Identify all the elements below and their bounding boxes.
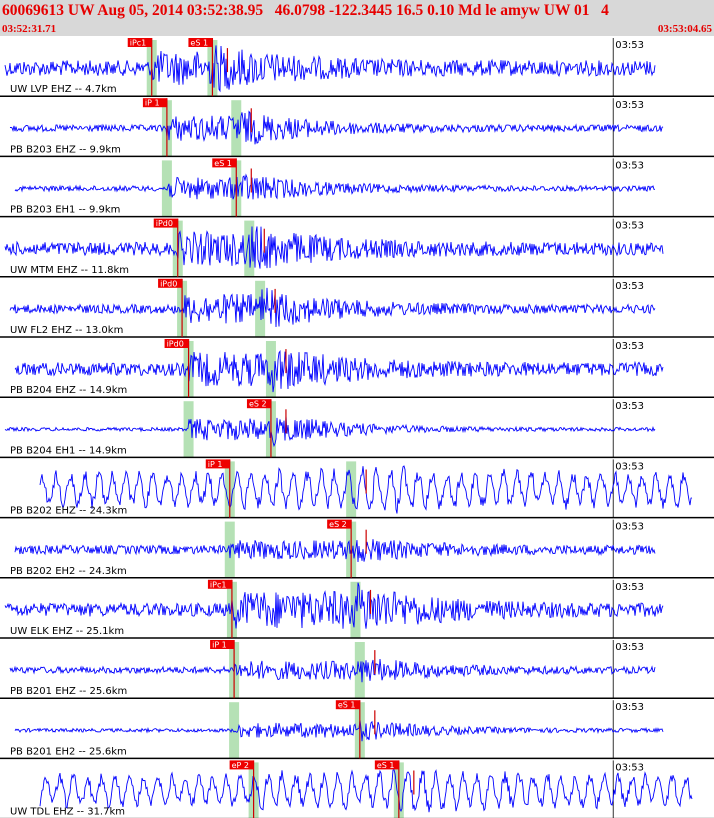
minute-tick-label: 03:53 — [615, 461, 644, 472]
s-pick-tag — [374, 760, 399, 770]
waveform-trace — [4, 582, 664, 629]
station-label: PB B201 EHZ -- 25.6km — [10, 686, 127, 697]
s-pick-tag — [327, 519, 352, 529]
s-pick-tag — [188, 38, 213, 47]
waveform-trace — [9, 658, 656, 683]
trace-row-5: 03:53 iPd0 PB B204 EHZ -- 14.9km — [0, 339, 714, 398]
minute-tick-label: 03:53 — [615, 522, 644, 533]
station-label: PB B203 EH1 -- 9.9km — [10, 205, 120, 216]
s-pick-tag — [335, 700, 360, 710]
station-label: UW LVP EHZ -- 4.7km — [10, 84, 117, 95]
minute-tick-label: 03:53 — [615, 40, 644, 51]
s-pick-label: eS 1 — [214, 159, 232, 168]
trace-row-1: 03:53 iP 1 PB B203 EHZ -- 9.9km — [0, 98, 714, 158]
minute-tick-label: 03:53 — [615, 702, 644, 713]
p-pick-label: iP 1 — [145, 99, 160, 108]
waveform-trace — [14, 720, 664, 742]
waveform-trace — [14, 173, 656, 200]
p-pick-tag — [164, 339, 189, 348]
p-arrival-band-2 — [161, 160, 172, 217]
station-label: UW TDL EHZ -- 31.7km — [10, 807, 125, 818]
p-pick-label: iPc1 — [210, 580, 227, 589]
minute-tick-label: 03:53 — [615, 582, 644, 593]
s-pick-label: eS 2 — [249, 400, 267, 409]
trace-row-0: 03:53 iPc1 eS 1 UW LVP EHZ -- 4.7km — [0, 38, 714, 97]
p-pick-label: eP 2 — [232, 761, 249, 770]
station-label: PB B203 EHZ -- 9.9km — [10, 144, 121, 155]
s-pick-label: eS 2 — [329, 520, 347, 529]
waveform-trace — [4, 415, 656, 448]
s-arrival-band-9 — [350, 581, 361, 638]
window-start-time: 03:52:31.71 — [2, 23, 57, 35]
minute-tick-label: 03:53 — [615, 281, 644, 292]
trace-row-11: 03:53 eS 1 PB B201 EH2 -- 25.6km — [0, 700, 714, 760]
station-label: PB B202 EHZ -- 24.3km — [10, 506, 127, 517]
minute-tick-label: 03:53 — [615, 642, 644, 653]
p-pick-label: iPd0 — [167, 340, 184, 349]
s-pick-label: eS 1 — [190, 39, 208, 48]
trace-row-12: 03:53 eP 2 eS 1 UW TDL EHZ -- 31.7km — [0, 760, 714, 818]
trace-row-9: 03:53 iPc1 UW ELK EHZ -- 25.1km — [0, 579, 714, 639]
waveform-trace — [14, 350, 664, 393]
trace-row-6: 03:53 eS 2 PB B204 EH1 -- 14.9km — [0, 399, 714, 459]
p-pick-tag — [205, 459, 230, 469]
trace-row-2: 03:53 eS 1 PB B203 EH1 -- 9.9km — [0, 158, 714, 218]
p-pick-tag — [229, 760, 254, 770]
p-pick-tag — [207, 579, 232, 589]
station-label: UW ELK EHZ -- 25.1km — [10, 626, 124, 637]
trace-row-7: 03:53 iP 1 PB B202 EHZ -- 24.3km — [0, 459, 714, 519]
s-arrival-band-5 — [265, 341, 276, 398]
p-pick-label: iP 1 — [208, 460, 223, 469]
p-arrival-band-6 — [183, 401, 194, 458]
trace-row-8: 03:53 eS 2 PB B202 EH2 -- 24.3km — [0, 519, 714, 579]
minute-tick-label: 03:53 — [615, 762, 644, 773]
station-label: UW MTM EHZ -- 11.8km — [10, 265, 129, 276]
trace-row-3: 03:53 iPd0 UW MTM EHZ -- 11.8km — [0, 218, 714, 278]
p-pick-tag — [210, 640, 235, 649]
waveform-trace — [39, 769, 693, 813]
station-label: PB B204 EH1 -- 14.9km — [10, 445, 127, 456]
event-header: 60069613 UW Aug 05, 2014 03:52:38.95 46.… — [0, 0, 714, 36]
waveform-trace — [4, 45, 656, 93]
s-pick-tag — [212, 158, 237, 168]
p-pick-tag — [142, 98, 167, 108]
p-pick-tag — [127, 38, 152, 47]
p-pick-label: iPd0 — [160, 279, 177, 288]
p-pick-label: iPd0 — [156, 219, 173, 228]
waveform-trace — [9, 110, 664, 145]
station-label: PB B204 EHZ -- 14.9km — [10, 385, 127, 396]
minute-tick-label: 03:53 — [615, 100, 644, 111]
s-pick-label: eS 1 — [377, 761, 395, 770]
trace-row-4: 03:53 iPd0 UW FL2 EHZ -- 13.0km — [0, 278, 714, 338]
p-pick-label: iPc1 — [130, 39, 147, 48]
station-label: PB B202 EH2 -- 24.3km — [10, 566, 127, 577]
minute-tick-label: 03:53 — [615, 221, 644, 232]
waveform-trace — [9, 287, 656, 328]
p-pick-tag — [153, 218, 178, 228]
station-label: PB B201 EH2 -- 25.6km — [10, 746, 127, 757]
station-label: UW FL2 EHZ -- 13.0km — [10, 325, 123, 336]
minute-tick-label: 03:53 — [615, 401, 644, 412]
minute-tick-label: 03:53 — [615, 341, 644, 352]
minute-tick-label: 03:53 — [615, 160, 644, 171]
trace-row-10: 03:53 iP 1 PB B201 EHZ -- 25.6km — [0, 640, 714, 699]
s-pick-tag — [246, 399, 271, 409]
waveform-trace — [4, 226, 664, 269]
p-arrival-band-11 — [229, 702, 240, 759]
event-title: 60069613 UW Aug 05, 2014 03:52:38.95 46.… — [2, 2, 609, 19]
s-pick-label: eS 1 — [338, 701, 356, 710]
window-end-time: 03:53:04.65 — [657, 23, 712, 35]
p-pick-tag — [158, 278, 183, 288]
p-pick-label: iP 1 — [212, 641, 227, 650]
waveform-trace — [14, 539, 656, 563]
